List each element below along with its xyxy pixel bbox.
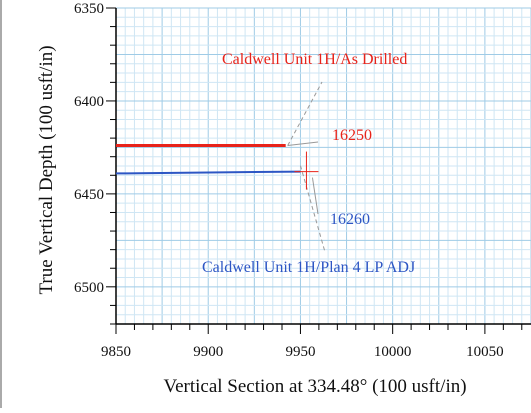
y-tick-label: 6350 bbox=[74, 1, 104, 17]
as-drilled-label-leader bbox=[287, 141, 319, 147]
label-as-drilled: Caldwell Unit 1H/As Drilled bbox=[222, 51, 407, 68]
x-tick-label: 9950 bbox=[285, 344, 315, 360]
label-16260: 16260 bbox=[330, 211, 370, 228]
y-tick-label: 6400 bbox=[74, 94, 104, 110]
x-tick-label: 9850 bbox=[101, 344, 131, 360]
plan-leader-line bbox=[299, 165, 326, 253]
y-tick-label: 6450 bbox=[74, 187, 104, 203]
annotations: Caldwell Unit 1H/As Drilled 16250 16260 Cal… bbox=[202, 51, 415, 276]
label-16250: 16250 bbox=[332, 127, 372, 144]
y-axis-title: True Vertical Depth (100 usft/in) bbox=[36, 45, 57, 294]
x-tick-label: 10050 bbox=[466, 344, 504, 360]
y-tick-label: 6500 bbox=[74, 280, 104, 296]
plan-label-leader bbox=[311, 177, 319, 215]
as-drilled-leader-line bbox=[287, 81, 323, 146]
series-lines bbox=[115, 144, 301, 175]
axes: 9850 9900 9950 10000 10050 6350 6400 6450 6500 bbox=[74, 1, 531, 360]
label-plan-4-lp-adj: Caldwell Unit 1H/Plan 4 LP ADJ bbox=[202, 259, 415, 276]
guide-lines bbox=[287, 81, 326, 253]
series-plan-line bbox=[115, 170, 301, 175]
x-tick-label: 9900 bbox=[193, 344, 223, 360]
x-axis-title: Vertical Section at 334.48° (100 usft/in… bbox=[163, 376, 466, 397]
x-tick-label: 10000 bbox=[374, 344, 412, 360]
